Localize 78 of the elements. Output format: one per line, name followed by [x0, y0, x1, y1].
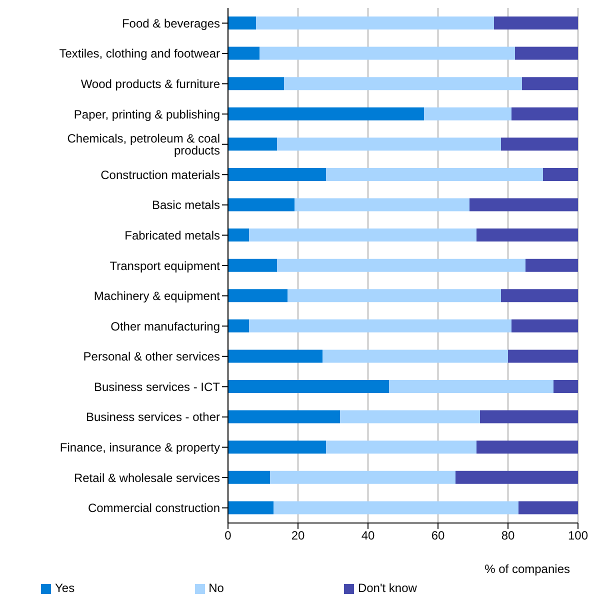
y-tick-label: Transport equipment [110, 258, 221, 273]
bar [476, 440, 578, 454]
bar [326, 440, 476, 454]
y-tick-label: Finance, insurance & property [60, 440, 220, 455]
legend-label: No [208, 581, 224, 595]
y-tick-label: Personal & other services [83, 350, 220, 364]
bar [501, 138, 578, 151]
bar [554, 380, 578, 394]
bar [228, 107, 424, 120]
bar [277, 258, 526, 272]
bar [256, 16, 494, 30]
y-tick-label: Fabricated metals [124, 228, 220, 242]
bar [228, 16, 256, 30]
x-tick-label: 60 [431, 528, 445, 543]
bar [526, 258, 578, 272]
y-tick-label: Basic metals [152, 198, 220, 212]
bar [294, 198, 470, 212]
bar [228, 289, 288, 302]
y-tick-label: Construction materials [100, 168, 220, 182]
bar [228, 138, 277, 151]
y-tick-label: Paper, printing & publishing [74, 107, 220, 122]
x-tick-label: 100 [568, 528, 588, 543]
y-tick-label: Chemicals, petroleum & coal products [67, 132, 220, 158]
bar [518, 501, 578, 514]
bar [228, 410, 340, 424]
bar [228, 258, 277, 272]
y-tick-label: Other manufacturing [110, 319, 220, 334]
bar [515, 46, 578, 60]
bar [270, 470, 456, 484]
bar [288, 289, 501, 302]
bar [512, 319, 578, 332]
bar [274, 501, 518, 514]
bar [480, 410, 578, 424]
bar [501, 289, 578, 302]
y-tick-label: Wood products & furniture [80, 76, 220, 91]
bar [389, 380, 554, 394]
bar [284, 77, 522, 90]
bar [456, 470, 578, 484]
x-tick-label: 80 [501, 528, 515, 543]
y-tick-label: Food & beverages [122, 16, 220, 30]
x-tick-label: 0 [224, 528, 232, 543]
bar [228, 198, 294, 212]
bar [424, 107, 512, 120]
bar [476, 228, 578, 242]
bar [249, 228, 476, 242]
bar [228, 168, 326, 181]
bar [228, 501, 274, 514]
bar [522, 77, 578, 90]
legend-label: Yes [55, 581, 75, 595]
y-tick-label: Machinery & equipment [94, 289, 221, 304]
bar [340, 410, 480, 424]
bar [326, 168, 543, 181]
bar [249, 319, 512, 332]
bar [228, 440, 326, 454]
y-tick-label: Retail & wholesale services [74, 470, 220, 485]
y-tick-label: Textiles, clothing and footwear [59, 46, 220, 61]
y-tick-label: Business services - other [86, 410, 220, 424]
x-tick-label: 40 [361, 528, 375, 543]
x-tick-label: 20 [291, 528, 305, 543]
bar [543, 168, 578, 181]
bar [228, 77, 284, 90]
y-tick-label: Business services - ICT [94, 380, 221, 394]
x-axis-title: % of companies [484, 562, 570, 576]
bar [494, 16, 578, 30]
bar [228, 380, 389, 394]
y-tick-label: Commercial construction [88, 501, 220, 516]
bar [228, 46, 260, 60]
bar [228, 350, 322, 363]
bar [228, 228, 249, 242]
bar [512, 107, 578, 120]
bar [508, 350, 578, 363]
bar [322, 350, 508, 363]
bar [228, 470, 270, 484]
bar [277, 138, 501, 151]
bar [260, 46, 515, 60]
bar [228, 319, 249, 332]
legend-label: Don't know [358, 581, 417, 595]
bar [470, 198, 578, 212]
